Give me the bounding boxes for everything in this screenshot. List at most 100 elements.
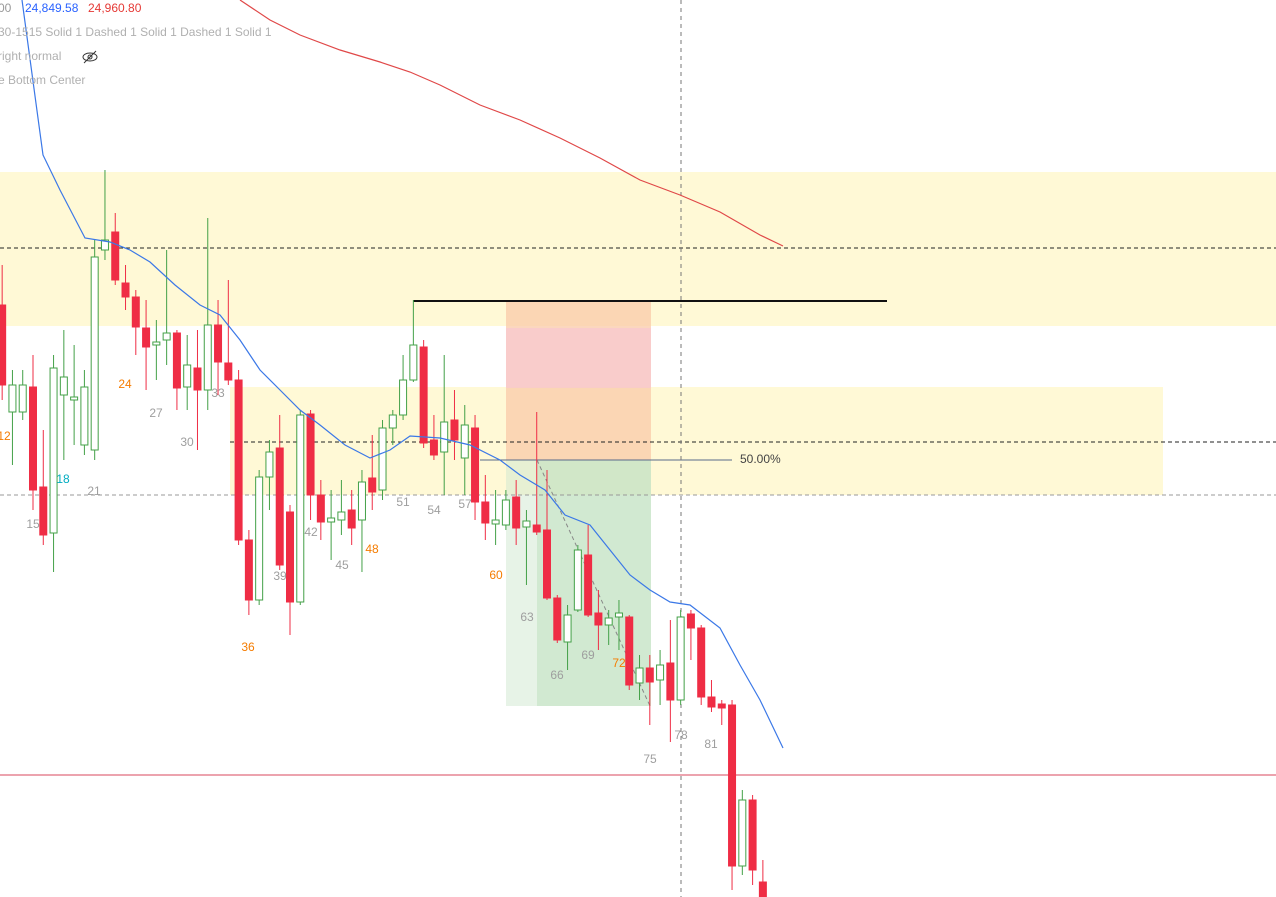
candle-body — [697, 627, 706, 698]
bar-number: 36 — [241, 640, 255, 654]
bar-number: 45 — [335, 558, 349, 572]
candle-body — [584, 554, 593, 616]
ma-fast — [21, 0, 784, 749]
candle-body — [100, 239, 109, 251]
candle-body — [553, 597, 562, 641]
candle-body — [707, 696, 716, 708]
bar-number: 30 — [180, 435, 194, 449]
bar-number: 12 — [0, 429, 11, 443]
bar-number: 63 — [520, 610, 534, 624]
candle-body — [738, 799, 747, 867]
candle-body — [49, 367, 58, 534]
bar-number: 57 — [458, 497, 472, 511]
candle-body — [645, 667, 654, 683]
candle-body — [676, 616, 685, 701]
bar-number: 54 — [427, 503, 441, 517]
candle-body — [614, 612, 623, 618]
bar-number: 18 — [56, 472, 70, 486]
legend-ma-fast: 24,849.58 — [25, 1, 79, 15]
bar-number: 24 — [118, 377, 132, 391]
candle-body — [265, 451, 274, 478]
candle-body — [18, 384, 27, 413]
candle-body — [121, 282, 130, 298]
candle-body — [39, 486, 48, 536]
bar-number: 27 — [149, 406, 163, 420]
legend-placement: e Bottom Center — [0, 73, 85, 87]
candle-body — [625, 616, 634, 686]
candle-body — [90, 256, 99, 451]
bar-number: 15 — [26, 517, 40, 531]
candle-body — [286, 511, 294, 603]
candle-body — [347, 509, 356, 529]
candle-body — [460, 424, 469, 459]
candle-body — [728, 704, 737, 867]
candle-body — [234, 379, 243, 541]
candle-body — [368, 477, 377, 493]
candle-body — [0, 304, 7, 386]
candle-body — [758, 881, 767, 897]
candle-body — [419, 346, 428, 444]
candles — [0, 170, 767, 897]
candle-body — [409, 344, 418, 381]
candle-body — [388, 414, 397, 429]
candle-body — [255, 476, 264, 601]
candle-body — [573, 549, 582, 611]
stop-zone-inner — [506, 328, 651, 388]
candle-body — [543, 529, 551, 599]
bar-number: 69 — [581, 648, 595, 662]
candle-body — [440, 421, 449, 453]
candle-body — [244, 539, 253, 601]
candle-body — [491, 519, 500, 525]
fib-label: 50.00% — [740, 452, 781, 466]
ma-slow — [239, 0, 784, 247]
candle-body — [183, 364, 192, 388]
legend-ma-slow: 24,960.80 — [88, 1, 142, 15]
candle-body — [142, 327, 151, 348]
candle-body — [337, 511, 346, 521]
candle-body — [29, 386, 37, 491]
bar-number: 81 — [704, 737, 718, 751]
candle-body — [59, 376, 68, 396]
bar-labels: 12 15 18 21 24 27 30 33 36 39 42 45 48 51 54 57 60 63 66 69… — [0, 377, 718, 766]
candle-body — [471, 427, 480, 503]
candle-body — [8, 384, 17, 413]
bar-number: 66 — [550, 668, 564, 682]
candle-body — [296, 414, 305, 603]
candle-body — [666, 662, 675, 701]
candle-body — [748, 799, 757, 871]
candle-body — [429, 439, 438, 456]
candle-body — [450, 419, 459, 441]
bar-number: 78 — [674, 728, 688, 742]
candle-body — [193, 367, 202, 391]
bar-number: 72 — [612, 656, 626, 670]
candle-body — [686, 613, 695, 629]
candle-body — [635, 667, 644, 684]
candle-body — [224, 362, 233, 381]
bar-number: 21 — [87, 484, 101, 498]
candle-body — [327, 517, 336, 523]
candle-body — [306, 413, 315, 496]
bar-number: 51 — [396, 495, 410, 509]
hide-icon[interactable] — [82, 50, 98, 64]
legend-cut: 00 — [0, 1, 12, 15]
candle-body — [594, 612, 603, 626]
candle-body — [717, 703, 726, 709]
bar-number: 39 — [273, 569, 287, 583]
candle-body — [522, 520, 531, 528]
legend-position: right normal — [0, 49, 61, 63]
candle-body — [275, 447, 284, 566]
candle-body — [399, 379, 408, 416]
candle-body — [481, 501, 490, 524]
candle-body — [70, 396, 79, 401]
candle-body — [152, 341, 161, 346]
candle-body — [131, 296, 140, 328]
candle-body — [214, 324, 223, 363]
bar-number: 33 — [211, 386, 225, 400]
candle-body — [563, 614, 572, 643]
bar-number: 42 — [304, 525, 318, 539]
legend-style: 30-1515 Solid 1 Dashed 1 Solid 1 Dashed … — [0, 25, 272, 39]
candle-body — [512, 496, 521, 529]
candle-body — [162, 332, 171, 341]
candle-body — [501, 499, 510, 526]
